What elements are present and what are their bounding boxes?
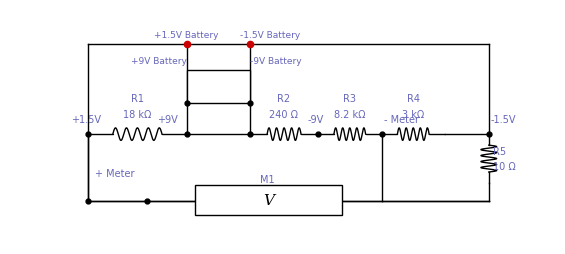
- Bar: [195, 185, 342, 215]
- Text: +9V Battery: +9V Battery: [131, 57, 186, 66]
- Text: R1: R1: [131, 94, 144, 104]
- Text: +1.5V Battery: +1.5V Battery: [154, 31, 219, 40]
- Text: 3 kΩ: 3 kΩ: [402, 109, 425, 120]
- Text: +1.5V: +1.5V: [71, 116, 101, 125]
- Text: 8.2 kΩ: 8.2 kΩ: [334, 109, 366, 120]
- Text: -1.5V Battery: -1.5V Battery: [240, 31, 300, 40]
- Text: R5: R5: [493, 147, 506, 157]
- Text: - Meter: - Meter: [384, 116, 419, 125]
- Text: M1: M1: [260, 175, 275, 185]
- Text: 240 Ω: 240 Ω: [270, 109, 298, 120]
- Text: -9V: -9V: [307, 116, 323, 125]
- Text: R3: R3: [344, 94, 357, 104]
- Text: R4: R4: [407, 94, 420, 104]
- Text: R2: R2: [277, 94, 290, 104]
- Text: -1.5V: -1.5V: [491, 116, 516, 125]
- Text: 10 Ω: 10 Ω: [493, 162, 516, 172]
- Text: +9V: +9V: [157, 116, 178, 125]
- Text: 18 kΩ: 18 kΩ: [123, 109, 151, 120]
- Text: V: V: [263, 194, 274, 208]
- Text: + Meter: + Meter: [95, 169, 134, 179]
- Bar: [186, 70, 250, 103]
- Text: -9V Battery: -9V Battery: [250, 57, 302, 66]
